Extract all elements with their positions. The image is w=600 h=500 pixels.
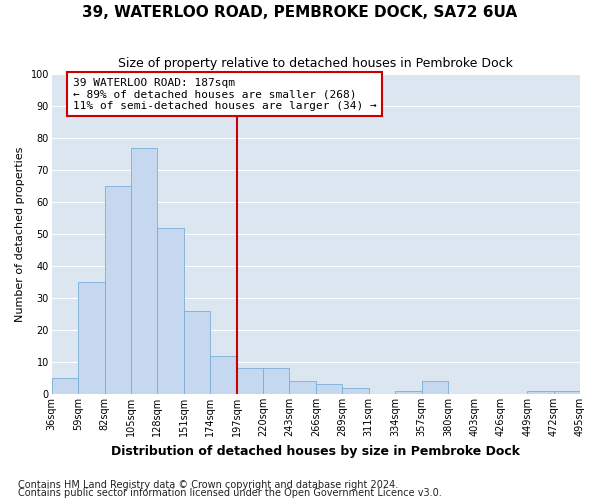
Bar xyxy=(289,381,316,394)
Bar xyxy=(554,391,580,394)
Text: 39, WATERLOO ROAD, PEMBROKE DOCK, SA72 6UA: 39, WATERLOO ROAD, PEMBROKE DOCK, SA72 6… xyxy=(82,5,518,20)
Text: Contains HM Land Registry data © Crown copyright and database right 2024.: Contains HM Land Registry data © Crown c… xyxy=(18,480,398,490)
Bar xyxy=(422,381,448,394)
Bar xyxy=(316,384,342,394)
X-axis label: Distribution of detached houses by size in Pembroke Dock: Distribution of detached houses by size … xyxy=(112,444,520,458)
Bar xyxy=(78,282,104,394)
Y-axis label: Number of detached properties: Number of detached properties xyxy=(15,146,25,322)
Bar xyxy=(236,368,263,394)
Text: Contains public sector information licensed under the Open Government Licence v3: Contains public sector information licen… xyxy=(18,488,442,498)
Bar xyxy=(52,378,78,394)
Text: 39 WATERLOO ROAD: 187sqm
← 89% of detached houses are smaller (268)
11% of semi-: 39 WATERLOO ROAD: 187sqm ← 89% of detach… xyxy=(73,78,377,111)
Bar xyxy=(263,368,289,394)
Bar xyxy=(527,391,554,394)
Bar xyxy=(104,186,131,394)
Bar xyxy=(131,148,157,394)
Bar xyxy=(395,391,422,394)
Bar xyxy=(184,311,210,394)
Title: Size of property relative to detached houses in Pembroke Dock: Size of property relative to detached ho… xyxy=(118,58,513,70)
Bar xyxy=(157,228,184,394)
Bar xyxy=(210,356,236,394)
Bar xyxy=(342,388,368,394)
